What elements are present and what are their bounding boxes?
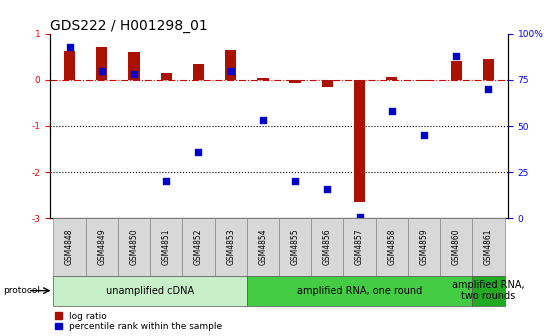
- Point: [258, 118, 267, 123]
- Text: GSM4850: GSM4850: [129, 228, 138, 265]
- Text: GSM4861: GSM4861: [484, 229, 493, 265]
- Bar: [193, 64, 204, 80]
- Text: amplified RNA,
two rounds: amplified RNA, two rounds: [452, 280, 525, 301]
- Bar: [376, 218, 408, 276]
- Bar: [472, 276, 504, 306]
- Point: [484, 86, 493, 92]
- Bar: [54, 276, 247, 306]
- Bar: [54, 218, 86, 276]
- Bar: [450, 61, 462, 80]
- Text: GDS222 / H001298_01: GDS222 / H001298_01: [50, 18, 208, 33]
- Text: GSM4852: GSM4852: [194, 229, 203, 265]
- Text: protocol: protocol: [3, 286, 40, 295]
- Point: [194, 149, 203, 155]
- Point: [162, 179, 171, 184]
- Point: [129, 72, 138, 77]
- Text: GSM4854: GSM4854: [258, 228, 267, 265]
- Bar: [247, 218, 279, 276]
- Bar: [182, 218, 215, 276]
- Text: GSM4859: GSM4859: [420, 228, 429, 265]
- Text: GSM4851: GSM4851: [162, 229, 171, 265]
- Bar: [290, 80, 301, 83]
- Bar: [118, 218, 150, 276]
- Text: GSM4860: GSM4860: [452, 228, 461, 265]
- Bar: [472, 218, 504, 276]
- Point: [291, 179, 300, 184]
- Bar: [408, 218, 440, 276]
- Bar: [86, 218, 118, 276]
- Bar: [247, 276, 472, 306]
- Bar: [440, 218, 472, 276]
- Bar: [322, 80, 333, 87]
- Text: unamplified cDNA: unamplified cDNA: [106, 286, 194, 296]
- Bar: [343, 218, 376, 276]
- Bar: [96, 47, 107, 80]
- Text: GSM4858: GSM4858: [387, 229, 396, 265]
- Point: [452, 53, 461, 58]
- Point: [226, 68, 235, 73]
- Bar: [128, 52, 140, 80]
- Bar: [215, 218, 247, 276]
- Point: [323, 186, 332, 192]
- Bar: [150, 218, 182, 276]
- Bar: [311, 218, 343, 276]
- Text: GSM4848: GSM4848: [65, 229, 74, 265]
- Bar: [418, 80, 430, 81]
- Bar: [483, 58, 494, 80]
- Bar: [161, 73, 172, 80]
- Bar: [354, 80, 365, 202]
- Bar: [386, 77, 397, 80]
- Text: GSM4856: GSM4856: [323, 228, 332, 265]
- Point: [65, 44, 74, 49]
- Text: GSM4857: GSM4857: [355, 228, 364, 265]
- Text: GSM4849: GSM4849: [97, 228, 106, 265]
- Bar: [257, 78, 268, 80]
- Text: GSM4855: GSM4855: [291, 228, 300, 265]
- Legend: log ratio, percentile rank within the sample: log ratio, percentile rank within the sa…: [55, 312, 222, 332]
- Text: GSM4853: GSM4853: [226, 228, 235, 265]
- Point: [387, 109, 396, 114]
- Point: [355, 214, 364, 219]
- Point: [97, 68, 106, 73]
- Bar: [225, 50, 236, 80]
- Bar: [279, 218, 311, 276]
- Bar: [64, 51, 75, 80]
- Text: amplified RNA, one round: amplified RNA, one round: [297, 286, 422, 296]
- Point: [420, 132, 429, 138]
